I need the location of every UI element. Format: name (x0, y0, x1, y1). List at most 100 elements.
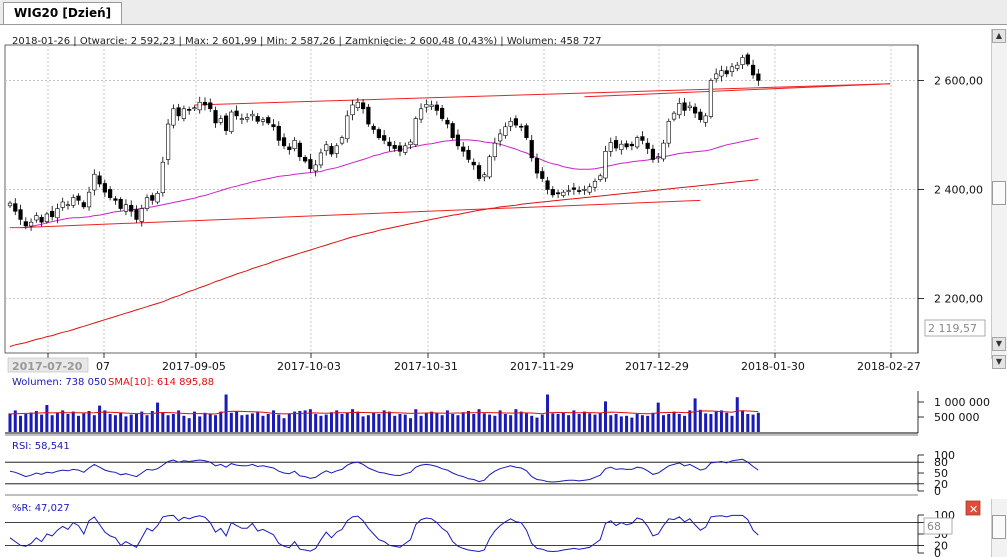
candle-body (461, 146, 466, 152)
volume-bar (625, 415, 629, 432)
candle-body (640, 136, 645, 141)
volume-bar (519, 411, 523, 432)
scroll-down-button[interactable]: ▼ (992, 337, 1006, 351)
candle-body (318, 152, 324, 166)
candle-body (756, 73, 761, 81)
volume-bar (256, 412, 260, 432)
candle-body (192, 107, 197, 110)
candle-body (650, 148, 656, 160)
volume-bar (366, 415, 370, 432)
volume-bar (303, 410, 307, 432)
scroll-down-button-2[interactable]: ▼ (992, 355, 1006, 369)
candle-body (155, 192, 160, 203)
price-y-axis: 2 200,00 2 400,00 2 600,00 (917, 45, 983, 353)
trendline (194, 83, 891, 106)
volume-bar (656, 402, 660, 432)
candle-body (102, 183, 107, 193)
candle-body (635, 137, 640, 148)
candle-body (118, 198, 123, 209)
candle-body (176, 107, 181, 117)
volume-bar (514, 409, 518, 432)
volume-bar (414, 409, 418, 432)
x-tick-label: 2017-10-31 (394, 360, 458, 373)
rsi-y-tick-label: 50 (934, 467, 948, 480)
volume-bar (567, 415, 571, 432)
volume-bar (329, 412, 333, 432)
volume-bar (461, 412, 465, 432)
price-y-tick-label: 2 200,00 (934, 292, 983, 305)
candle-body (714, 73, 719, 80)
volume-bar (129, 414, 133, 432)
wr-current-box (923, 517, 953, 535)
candle-body (666, 121, 671, 144)
candle-body (387, 141, 392, 147)
volume-bar (235, 411, 239, 432)
trendline (20, 199, 701, 229)
volume-bar (145, 415, 149, 432)
volume-bar (614, 414, 618, 432)
rsi-label: RSI: 58,541 (12, 441, 70, 452)
volume-bar (361, 416, 365, 432)
volume-bar (372, 412, 376, 432)
candle-body (92, 173, 97, 191)
tab-wig20[interactable]: WIG20 [Dzień] (3, 2, 123, 24)
volume-bar (440, 415, 444, 432)
candle-body (55, 208, 60, 219)
candle-body (524, 125, 529, 138)
candle-body (555, 192, 561, 195)
volume-bar (509, 415, 513, 432)
volume-bar (751, 414, 755, 432)
candle-body (18, 209, 23, 220)
volume-bar (319, 415, 323, 432)
candle-body (239, 118, 244, 120)
volume-label: Wolumen: 738 050 (12, 377, 107, 388)
candle-body (582, 189, 587, 191)
volume-bar (108, 414, 112, 432)
price-grid (5, 45, 918, 353)
candle-body (492, 142, 497, 158)
volume-bar (92, 415, 96, 432)
wr-scroll-thumb[interactable] (992, 515, 1006, 539)
candle-body (455, 134, 461, 147)
ohlc-info: 2018-01-26 | Otwarcie: 2 592,23 | Max: 2… (12, 36, 602, 47)
volume-bar (456, 415, 460, 432)
trendlines[interactable] (20, 83, 891, 229)
x-tick-label: 2017-12-29 (625, 360, 689, 373)
volume-bar (482, 413, 486, 432)
candle-body (487, 156, 492, 178)
volume-bar (477, 409, 481, 432)
volume-bar (741, 410, 745, 432)
close-panel-button[interactable] (965, 500, 981, 516)
candle-body (213, 110, 218, 124)
wr-line (9, 514, 759, 553)
candle-body (123, 204, 129, 212)
volume-bar (124, 416, 128, 432)
candle-body (345, 115, 350, 140)
candle-body (129, 204, 134, 212)
price-y-tick-label: 2 400,00 (934, 183, 983, 196)
candle-body (603, 151, 608, 179)
volume-bar (561, 412, 565, 432)
volume-bar (266, 414, 270, 432)
candle-body (671, 112, 677, 120)
candle-body (519, 125, 524, 128)
wr-scrollbar[interactable] (991, 499, 1007, 557)
volume-bar (472, 414, 476, 432)
volume-bar (250, 413, 254, 432)
volume-bar (604, 401, 608, 432)
volume-bar (435, 413, 439, 432)
candle-body (71, 197, 76, 206)
candle-body (234, 110, 239, 117)
scroll-up-button[interactable]: ▲ (992, 29, 1006, 43)
volume-bar (50, 415, 54, 432)
volume-bar (13, 410, 17, 432)
price-scrollbar[interactable]: ▲ (991, 29, 1007, 359)
candle-body (413, 118, 418, 146)
candle-body (724, 70, 729, 75)
volume-bar (156, 402, 160, 432)
volume-bar (77, 415, 81, 432)
candle-body (339, 137, 345, 144)
scroll-thumb[interactable] (992, 181, 1006, 205)
candle-body (550, 189, 555, 196)
candle-body (661, 142, 666, 160)
